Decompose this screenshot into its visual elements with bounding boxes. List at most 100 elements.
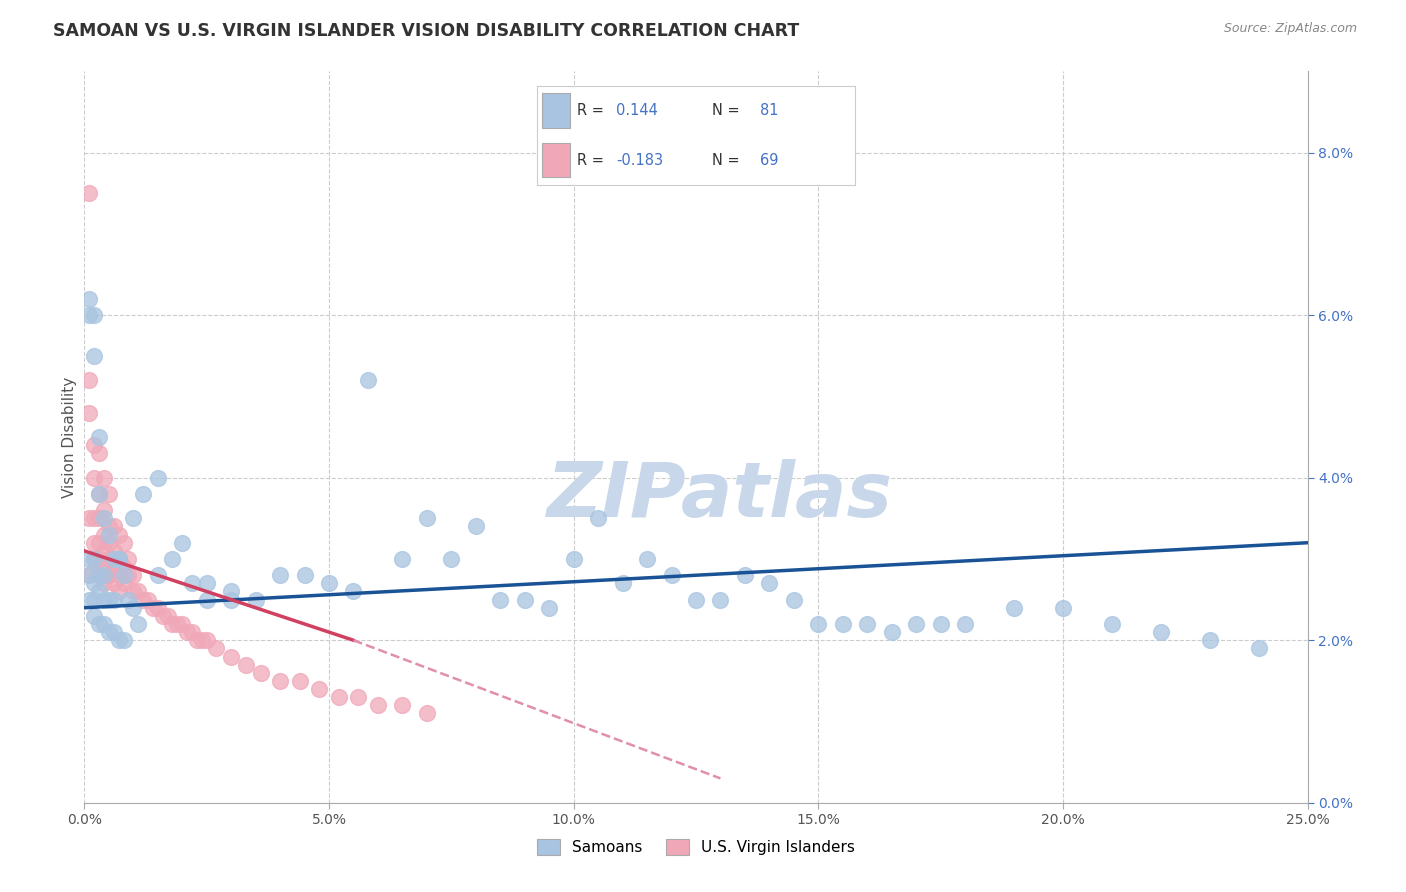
Point	[562, 552, 585, 566]
Point	[87, 568, 110, 582]
Point	[87, 584, 110, 599]
Point	[103, 544, 125, 558]
Point	[172, 535, 194, 549]
Point	[328, 690, 350, 705]
Point	[294, 568, 316, 582]
Point	[112, 633, 135, 648]
Point	[107, 527, 129, 541]
Point	[162, 552, 184, 566]
Point	[83, 552, 105, 566]
Point	[112, 576, 135, 591]
Point	[269, 568, 291, 582]
Point	[107, 552, 129, 566]
Point	[83, 608, 105, 623]
Point	[1247, 641, 1270, 656]
Point	[103, 552, 125, 566]
Point	[93, 471, 115, 485]
Point	[107, 568, 129, 582]
Point	[97, 527, 120, 541]
Point	[288, 673, 311, 688]
Text: Source: ZipAtlas.com: Source: ZipAtlas.com	[1223, 22, 1357, 36]
Point	[122, 584, 145, 599]
Point	[127, 584, 149, 599]
Point	[77, 568, 100, 582]
Point	[191, 633, 214, 648]
Point	[391, 698, 413, 713]
Point	[122, 511, 145, 525]
Point	[97, 535, 120, 549]
Point	[87, 430, 110, 444]
Point	[758, 576, 780, 591]
Point	[152, 608, 174, 623]
Point	[97, 592, 120, 607]
Point	[166, 617, 188, 632]
Point	[77, 592, 100, 607]
Point	[464, 519, 486, 533]
Point	[612, 576, 634, 591]
Point	[235, 657, 257, 672]
Point	[112, 560, 135, 574]
Point	[953, 617, 976, 632]
Point	[357, 373, 380, 387]
Point	[929, 617, 952, 632]
Point	[685, 592, 707, 607]
Point	[83, 349, 105, 363]
Point	[538, 600, 561, 615]
Point	[142, 600, 165, 615]
Point	[87, 511, 110, 525]
Point	[77, 511, 100, 525]
Point	[117, 552, 139, 566]
Point	[127, 617, 149, 632]
Point	[219, 649, 242, 664]
Point	[97, 568, 120, 582]
Point	[489, 592, 512, 607]
Point	[391, 552, 413, 566]
Point	[87, 535, 110, 549]
Point	[342, 584, 364, 599]
Point	[83, 592, 105, 607]
Point	[172, 617, 194, 632]
Point	[93, 592, 115, 607]
Point	[318, 576, 340, 591]
Point	[87, 617, 110, 632]
Point	[87, 446, 110, 460]
Point	[112, 535, 135, 549]
Point	[83, 438, 105, 452]
Point	[162, 617, 184, 632]
Point	[97, 625, 120, 640]
Point	[249, 665, 271, 680]
Point	[156, 608, 179, 623]
Point	[87, 487, 110, 501]
Point	[122, 568, 145, 582]
Point	[103, 576, 125, 591]
Point	[636, 552, 658, 566]
Point	[93, 576, 115, 591]
Point	[205, 641, 228, 656]
Point	[117, 568, 139, 582]
Point	[880, 625, 903, 640]
Point	[103, 625, 125, 640]
Point	[186, 633, 208, 648]
Point	[195, 576, 218, 591]
Point	[83, 535, 105, 549]
Point	[1052, 600, 1074, 615]
Point	[77, 292, 100, 306]
Text: SAMOAN VS U.S. VIRGIN ISLANDER VISION DISABILITY CORRELATION CHART: SAMOAN VS U.S. VIRGIN ISLANDER VISION DI…	[53, 22, 800, 40]
Point	[1150, 625, 1173, 640]
Point	[132, 592, 155, 607]
Point	[93, 544, 115, 558]
Point	[1198, 633, 1220, 648]
Point	[905, 617, 928, 632]
Point	[93, 617, 115, 632]
Point	[112, 568, 135, 582]
Point	[83, 511, 105, 525]
Point	[83, 471, 105, 485]
Point	[416, 706, 439, 721]
Point	[93, 503, 115, 517]
Point	[146, 568, 169, 582]
Point	[1002, 600, 1025, 615]
Point	[77, 406, 100, 420]
Point	[122, 600, 145, 615]
Point	[783, 592, 806, 607]
Point	[347, 690, 370, 705]
